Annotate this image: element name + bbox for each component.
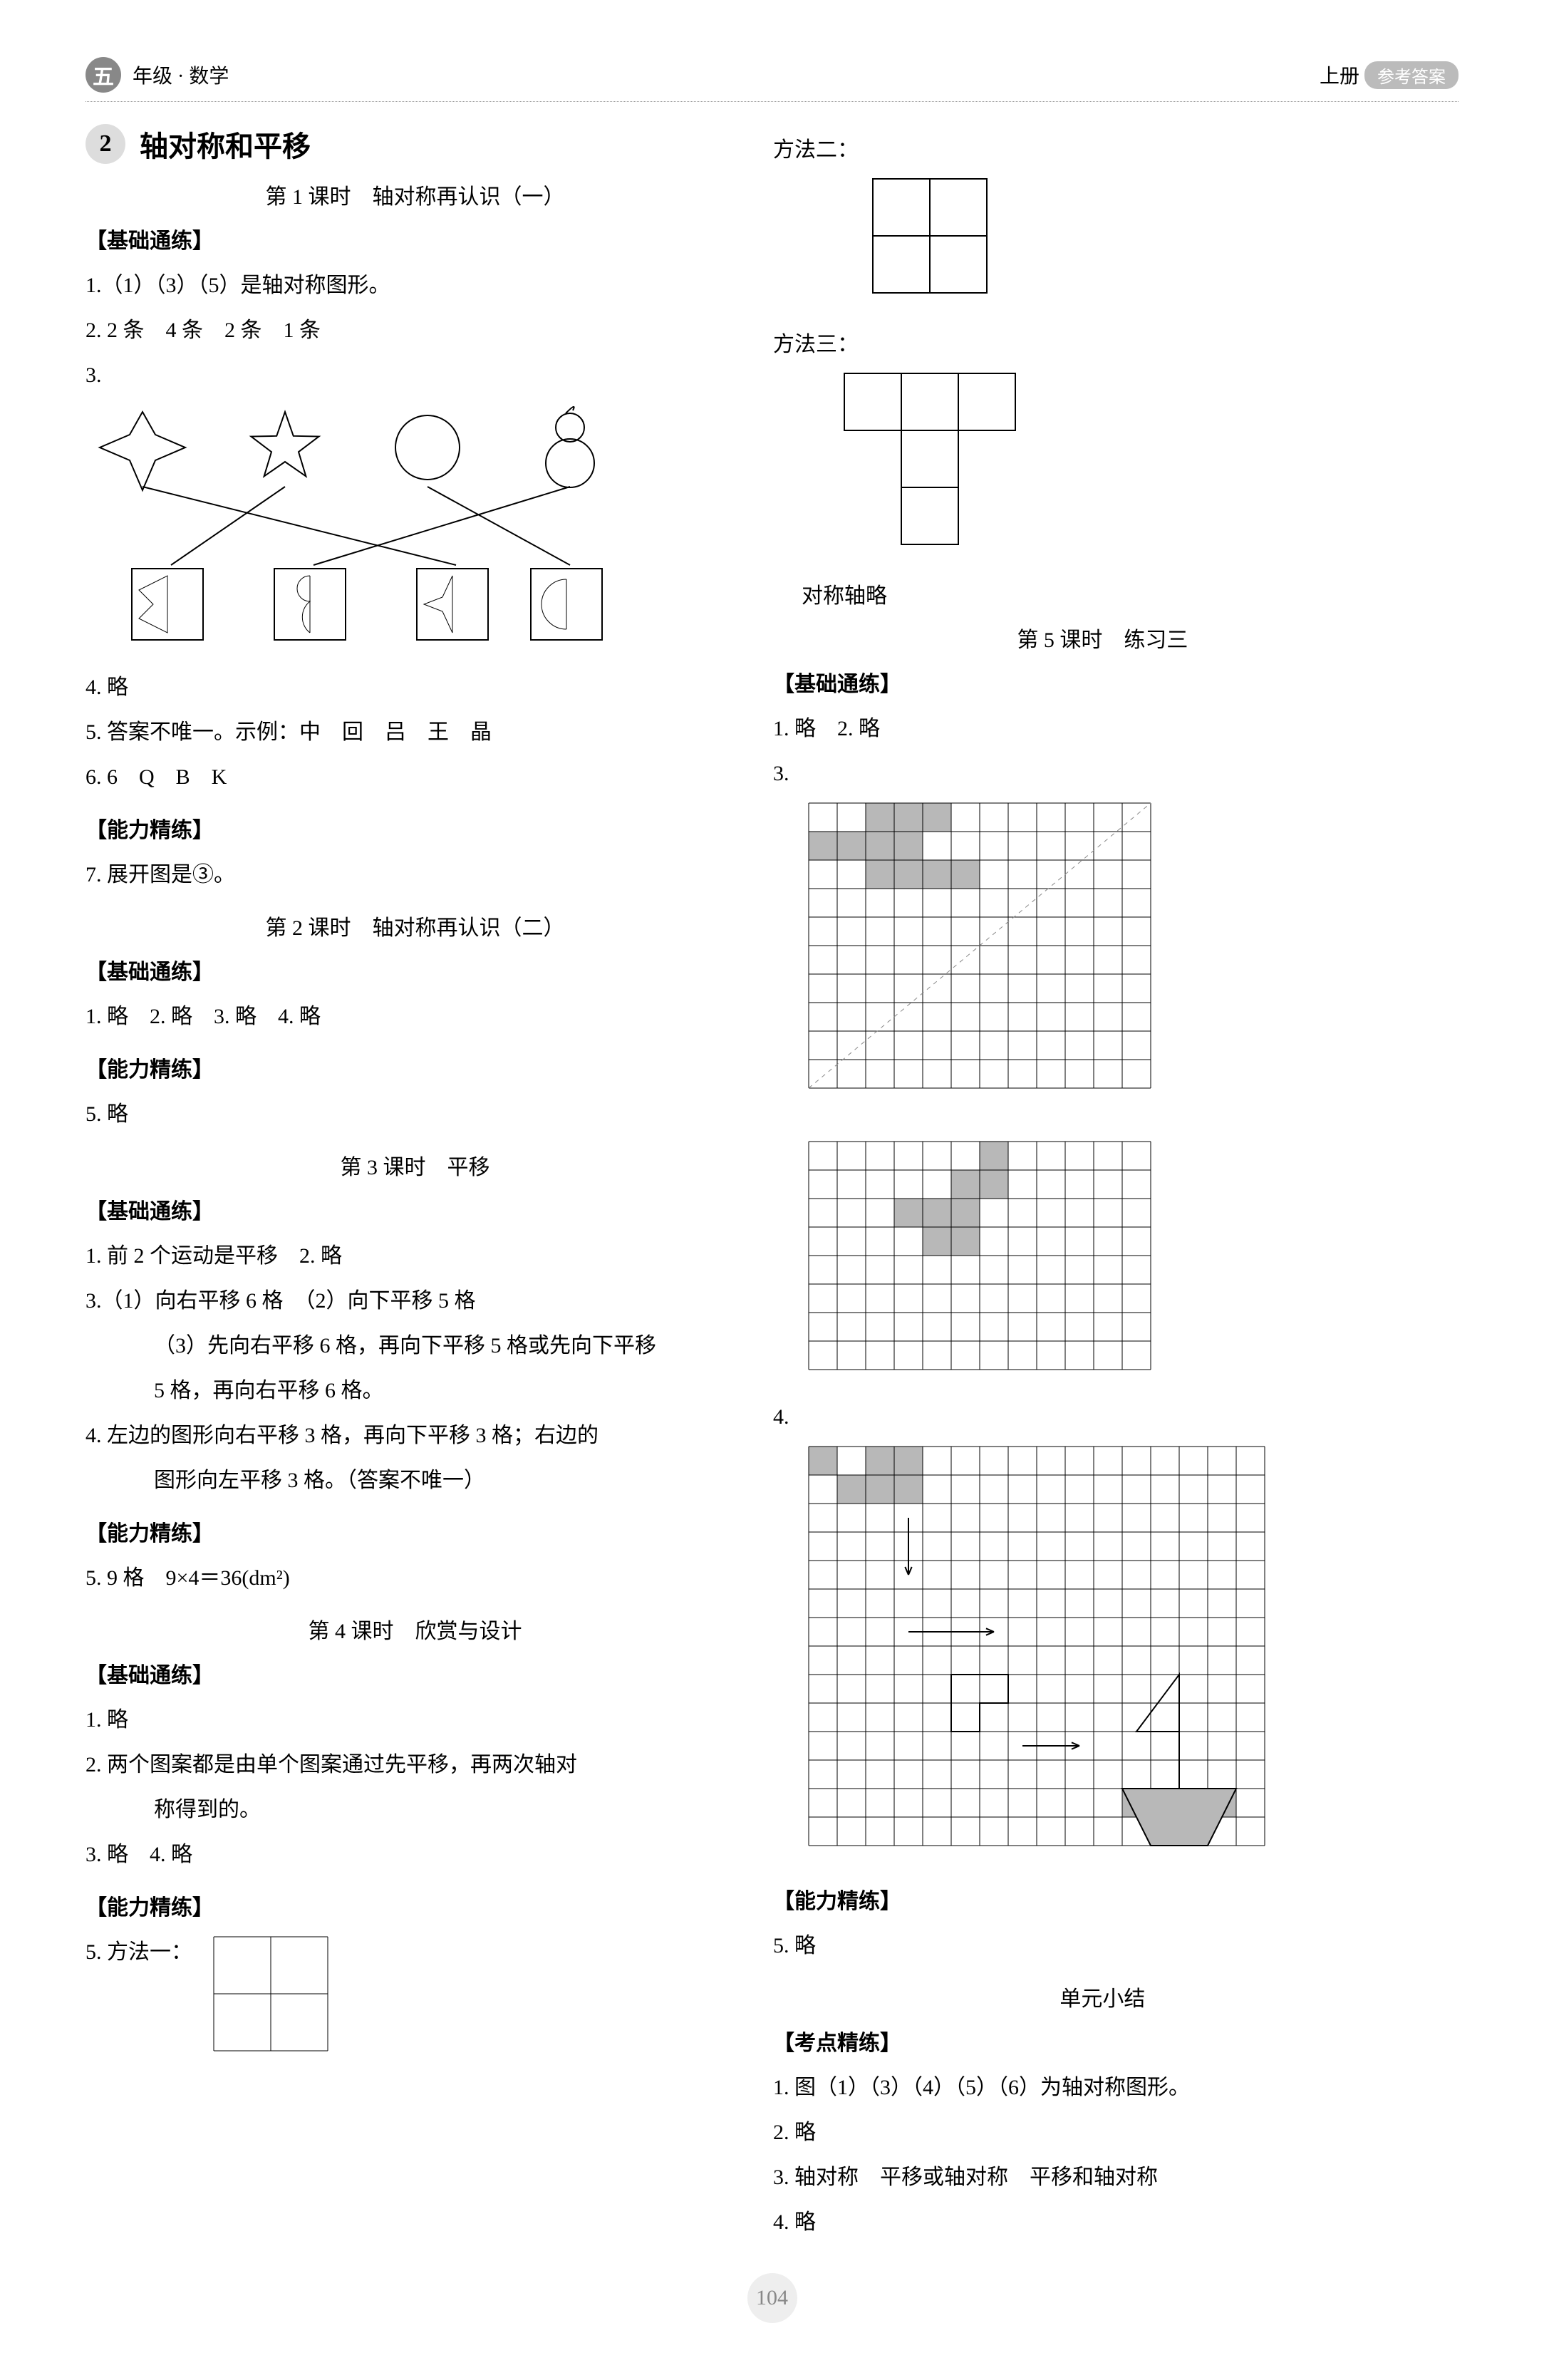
l1-1: 1.（1）（3）（5）是轴对称图形。 xyxy=(86,263,745,308)
header-left: 五 年级 · 数学 xyxy=(86,57,229,93)
method1-label: 5. 方法一： xyxy=(86,1930,192,1975)
section-header-basic2: 【基础通练】 xyxy=(86,954,745,985)
chapter-number: 2 xyxy=(86,124,125,164)
unit-summary-title: 单元小结 xyxy=(773,1981,1432,2012)
l1-5: 5. 答案不唯一。示例：中 回 吕 王 晶 xyxy=(86,710,745,755)
shapes-svg xyxy=(86,405,670,647)
lesson3-title: 第 3 课时 平移 xyxy=(86,1149,745,1181)
section-header-skill4: 【能力精练】 xyxy=(86,1890,745,1921)
method3-grid xyxy=(830,366,1044,566)
l2-5: 5. 略 xyxy=(86,1092,745,1137)
section-header-basic1: 【基础通练】 xyxy=(86,223,745,254)
l3-1: 1. 前 2 个运动是平移 2. 略 xyxy=(86,1233,745,1278)
page-header: 五 年级 · 数学 上册 参考答案 xyxy=(86,57,1458,102)
section-header-skill3: 【能力精练】 xyxy=(86,1516,745,1547)
us-2: 2. 略 xyxy=(773,2110,1432,2155)
l3-3b: （3）先向右平移 6 格，再向下平移 5 格或先向下平移 xyxy=(86,1323,745,1368)
grid4 xyxy=(802,1439,1286,1867)
axis-note: 对称轴略 xyxy=(802,578,1432,609)
two-column-layout: 2 轴对称和平移 第 1 课时 轴对称再认识（一） 【基础通练】 1.（1）（3… xyxy=(86,123,1458,2245)
l4-2: 2. 两个图案都是由单个图案通过先平移，再两次轴对 xyxy=(86,1742,745,1787)
lesson2-title: 第 2 课时 轴对称再认识（二） xyxy=(86,910,745,941)
lesson5-title: 第 5 课时 练习三 xyxy=(773,622,1432,653)
grade-badge: 五 xyxy=(86,57,121,93)
method2-grid xyxy=(859,172,1058,314)
section-header-skill2: 【能力精练】 xyxy=(86,1052,745,1083)
us-1: 1. 图（1）（3）（4）（5）（6）为轴对称图形。 xyxy=(773,2065,1432,2110)
answer-badge: 参考答案 xyxy=(1364,61,1458,89)
chapter-title: 2 轴对称和平移 xyxy=(86,123,745,165)
page-number-value: 104 xyxy=(747,2273,797,2323)
chapter-name: 轴对称和平移 xyxy=(140,123,311,165)
section-header-basic4: 【基础通练】 xyxy=(86,1657,745,1689)
left-column: 2 轴对称和平移 第 1 课时 轴对称再认识（一） 【基础通练】 1.（1）（3… xyxy=(86,123,745,2245)
l3-4: 4. 左边的图形向右平移 3 格，再向下平移 3 格；右边的 xyxy=(86,1413,745,1458)
l4-3: 3. 略 4. 略 xyxy=(86,1832,745,1877)
l4-5: 5. 方法一： xyxy=(86,1930,745,2072)
l5-4: 4. xyxy=(773,1395,1432,1439)
l3-5: 5. 9 格 9×4＝36(dm²) xyxy=(86,1556,745,1600)
method1-grid xyxy=(207,1930,349,2072)
l4-1: 1. 略 xyxy=(86,1697,745,1742)
us-4: 4. 略 xyxy=(773,2200,1432,2245)
l1-4: 4. 略 xyxy=(86,665,745,710)
method3-label: 方法三： xyxy=(773,326,1432,358)
us-3: 3. 轴对称 平移或轴对称 平移和轴对称 xyxy=(773,2155,1432,2200)
section-header-basic5: 【基础通练】 xyxy=(773,666,1432,698)
l1-6: 6. 6 Q B K xyxy=(86,755,745,800)
grid3a xyxy=(802,796,1172,1109)
section-header-skill1: 【能力精练】 xyxy=(86,812,745,844)
l3-3: 3.（1）向右平移 6 格 （2）向下平移 5 格 xyxy=(86,1278,745,1323)
section-header-basic3: 【基础通练】 xyxy=(86,1194,745,1225)
l2-1: 1. 略 2. 略 3. 略 4. 略 xyxy=(86,994,745,1039)
volume-text: 上册 xyxy=(1320,66,1359,88)
lesson1-title: 第 1 课时 轴对称再认识（一） xyxy=(86,179,745,210)
l1-2: 2. 2 条 4 条 2 条 1 条 xyxy=(86,308,745,353)
q3-shapes-diagram xyxy=(86,405,745,651)
l5-3: 3. xyxy=(773,751,1432,796)
l3-3c: 5 格，再向右平移 6 格。 xyxy=(86,1368,745,1413)
lesson4-title: 第 4 课时 欣赏与设计 xyxy=(86,1613,745,1645)
l3-4b: 图形向左平移 3 格。（答案不唯一） xyxy=(86,1458,745,1503)
method2-label: 方法二： xyxy=(773,132,1432,163)
l1-3: 3. xyxy=(86,353,745,398)
section-header-skill5: 【能力精练】 xyxy=(773,1883,1432,1915)
grid3b xyxy=(802,1134,1172,1391)
header-right: 上册 参考答案 xyxy=(1320,61,1458,89)
grade-text: 年级 · 数学 xyxy=(133,61,229,89)
l4-2b: 称得到的。 xyxy=(86,1787,745,1832)
right-column: 方法二： 方法三： 对称轴略 第 5 课时 练习三 【基础通练】 1. 略 2.… xyxy=(773,123,1432,2245)
l1-7: 7. 展开图是③。 xyxy=(86,852,745,897)
page-number: 104 xyxy=(86,2273,1458,2323)
l5-1: 1. 略 2. 略 xyxy=(773,706,1432,751)
section-header-exam: 【考点精练】 xyxy=(773,2025,1432,2056)
l5-5: 5. 略 xyxy=(773,1923,1432,1968)
